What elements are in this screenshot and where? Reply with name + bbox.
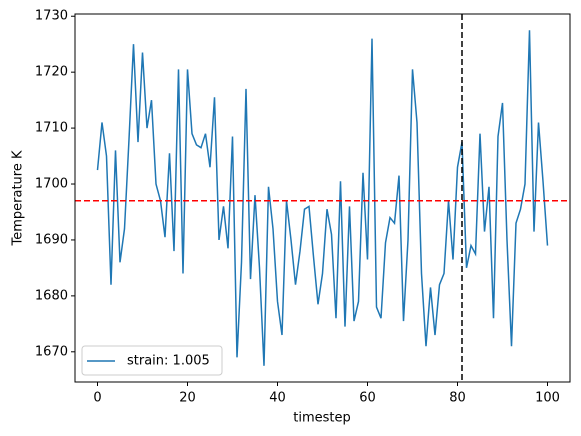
x-tick-label: 40: [269, 391, 286, 406]
x-axis-label: timestep: [293, 411, 351, 426]
legend-box: [81, 345, 223, 376]
y-tick-label: 1710: [35, 121, 68, 136]
y-tick-label: 1700: [35, 177, 68, 192]
x-tick-label: 20: [179, 391, 196, 406]
y-tick-label: 1680: [35, 288, 68, 303]
x-tick-label: 80: [449, 391, 466, 406]
y-tick-label: 1670: [35, 344, 68, 359]
x-tick-label: 100: [535, 391, 560, 406]
y-tick-label: 1720: [35, 65, 68, 80]
plot-frame: [74, 13, 571, 383]
y-axis-label: Temperature K: [11, 150, 26, 246]
data-line: [96, 30, 549, 366]
legend-label: strain: 1.005: [127, 354, 210, 369]
y-tick-label: 1730: [35, 9, 68, 24]
y-tick-label: 1690: [35, 232, 68, 247]
x-tick-label: 0: [93, 391, 101, 406]
x-tick-label: 60: [359, 391, 376, 406]
